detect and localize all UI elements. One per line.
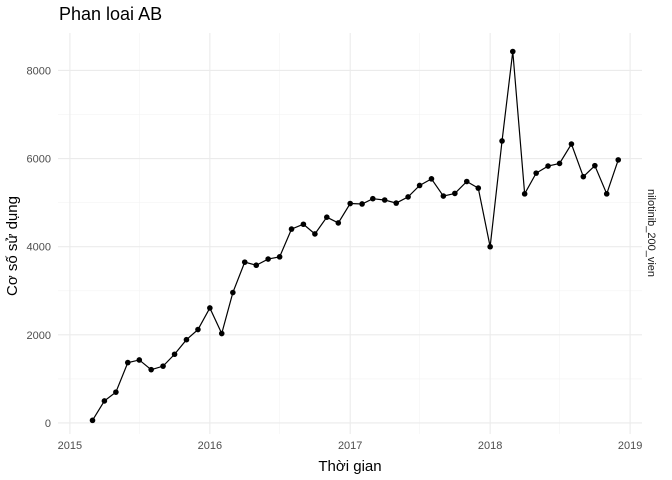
chart-title: Phan loai AB <box>59 4 162 24</box>
data-point <box>615 157 622 163</box>
data-point <box>405 194 411 200</box>
data-point <box>440 193 447 199</box>
y-axis-ticks: 0 2000 4000 6000 8000 <box>27 65 51 430</box>
data-point <box>509 48 516 55</box>
y-tick-label: 4000 <box>27 242 51 254</box>
data-point <box>101 398 108 404</box>
x-tick-label: 2017 <box>338 440 362 452</box>
data-point <box>475 185 482 191</box>
x-tick-label: 2018 <box>478 440 502 452</box>
data-point <box>521 191 528 197</box>
data-point <box>136 357 143 363</box>
data-point <box>265 256 271 262</box>
data-point <box>463 178 470 185</box>
y-axis-title: Cơ số sử dụng <box>4 196 21 296</box>
data-point <box>603 191 610 197</box>
y-tick-label: 6000 <box>27 154 51 166</box>
data-point <box>276 254 283 260</box>
data-point <box>580 173 587 180</box>
data-point <box>195 326 201 333</box>
data-point <box>230 289 236 296</box>
data-point <box>160 363 166 369</box>
data-point <box>89 417 96 424</box>
data-point <box>452 190 458 197</box>
series-line <box>91 51 619 421</box>
data-point <box>207 305 213 311</box>
data-point <box>416 182 423 189</box>
x-tick-label: 2015 <box>58 440 82 452</box>
facet-strip-label: nilotinib_200_vien <box>645 189 657 277</box>
data-point <box>241 259 248 265</box>
series-layer <box>89 48 622 424</box>
data-point <box>428 176 435 182</box>
x-tick-label: 2016 <box>198 440 222 452</box>
data-point <box>335 220 342 226</box>
data-point <box>347 200 353 207</box>
data-point <box>545 163 551 169</box>
data-point <box>171 351 178 358</box>
data-point <box>499 138 505 144</box>
data-point <box>393 200 400 206</box>
data-point <box>148 366 154 373</box>
y-tick-label: 8000 <box>27 65 51 77</box>
y-tick-label: 2000 <box>27 330 51 342</box>
data-point <box>124 359 131 366</box>
data-point <box>312 231 318 237</box>
data-point <box>359 201 365 207</box>
x-axis-ticks: 2015 2016 2017 2018 2019 <box>58 440 643 452</box>
data-point <box>324 214 330 220</box>
data-point <box>370 195 376 202</box>
data-point <box>183 336 190 343</box>
data-point <box>487 243 493 250</box>
data-point <box>218 330 225 337</box>
data-point <box>113 389 119 395</box>
data-point <box>556 160 563 167</box>
data-point <box>533 170 539 176</box>
y-tick-label: 0 <box>45 418 51 430</box>
data-point <box>381 197 388 203</box>
major-gridlines <box>58 33 642 434</box>
data-point <box>592 162 598 169</box>
data-point <box>300 221 307 228</box>
data-point <box>253 262 260 269</box>
x-axis-title: Thời gian <box>318 458 381 475</box>
data-point <box>288 226 295 232</box>
data-point <box>568 141 575 147</box>
x-tick-label: 2019 <box>618 440 642 452</box>
